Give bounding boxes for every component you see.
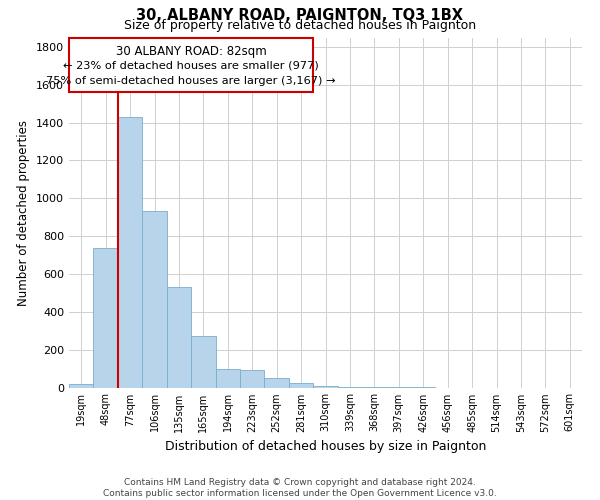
Text: Contains HM Land Registry data © Crown copyright and database right 2024.
Contai: Contains HM Land Registry data © Crown c… — [103, 478, 497, 498]
Bar — [69, 384, 94, 388]
Bar — [289, 383, 313, 388]
Bar — [191, 336, 215, 388]
Bar — [313, 386, 338, 388]
Text: Size of property relative to detached houses in Paignton: Size of property relative to detached ho… — [124, 18, 476, 32]
Bar — [94, 248, 118, 388]
Bar — [167, 287, 191, 388]
Text: 30 ALBANY ROAD: 82sqm: 30 ALBANY ROAD: 82sqm — [116, 44, 266, 58]
Text: 75% of semi-detached houses are larger (3,167) →: 75% of semi-detached houses are larger (… — [46, 76, 336, 86]
Bar — [142, 210, 167, 388]
X-axis label: Distribution of detached houses by size in Paignton: Distribution of detached houses by size … — [165, 440, 486, 453]
FancyBboxPatch shape — [69, 38, 313, 92]
Bar — [265, 378, 289, 388]
Bar — [215, 368, 240, 388]
Text: 30, ALBANY ROAD, PAIGNTON, TQ3 1BX: 30, ALBANY ROAD, PAIGNTON, TQ3 1BX — [137, 8, 464, 22]
Text: ← 23% of detached houses are smaller (977): ← 23% of detached houses are smaller (97… — [63, 60, 319, 70]
Bar — [240, 370, 265, 388]
Bar — [118, 117, 142, 388]
Y-axis label: Number of detached properties: Number of detached properties — [17, 120, 31, 306]
